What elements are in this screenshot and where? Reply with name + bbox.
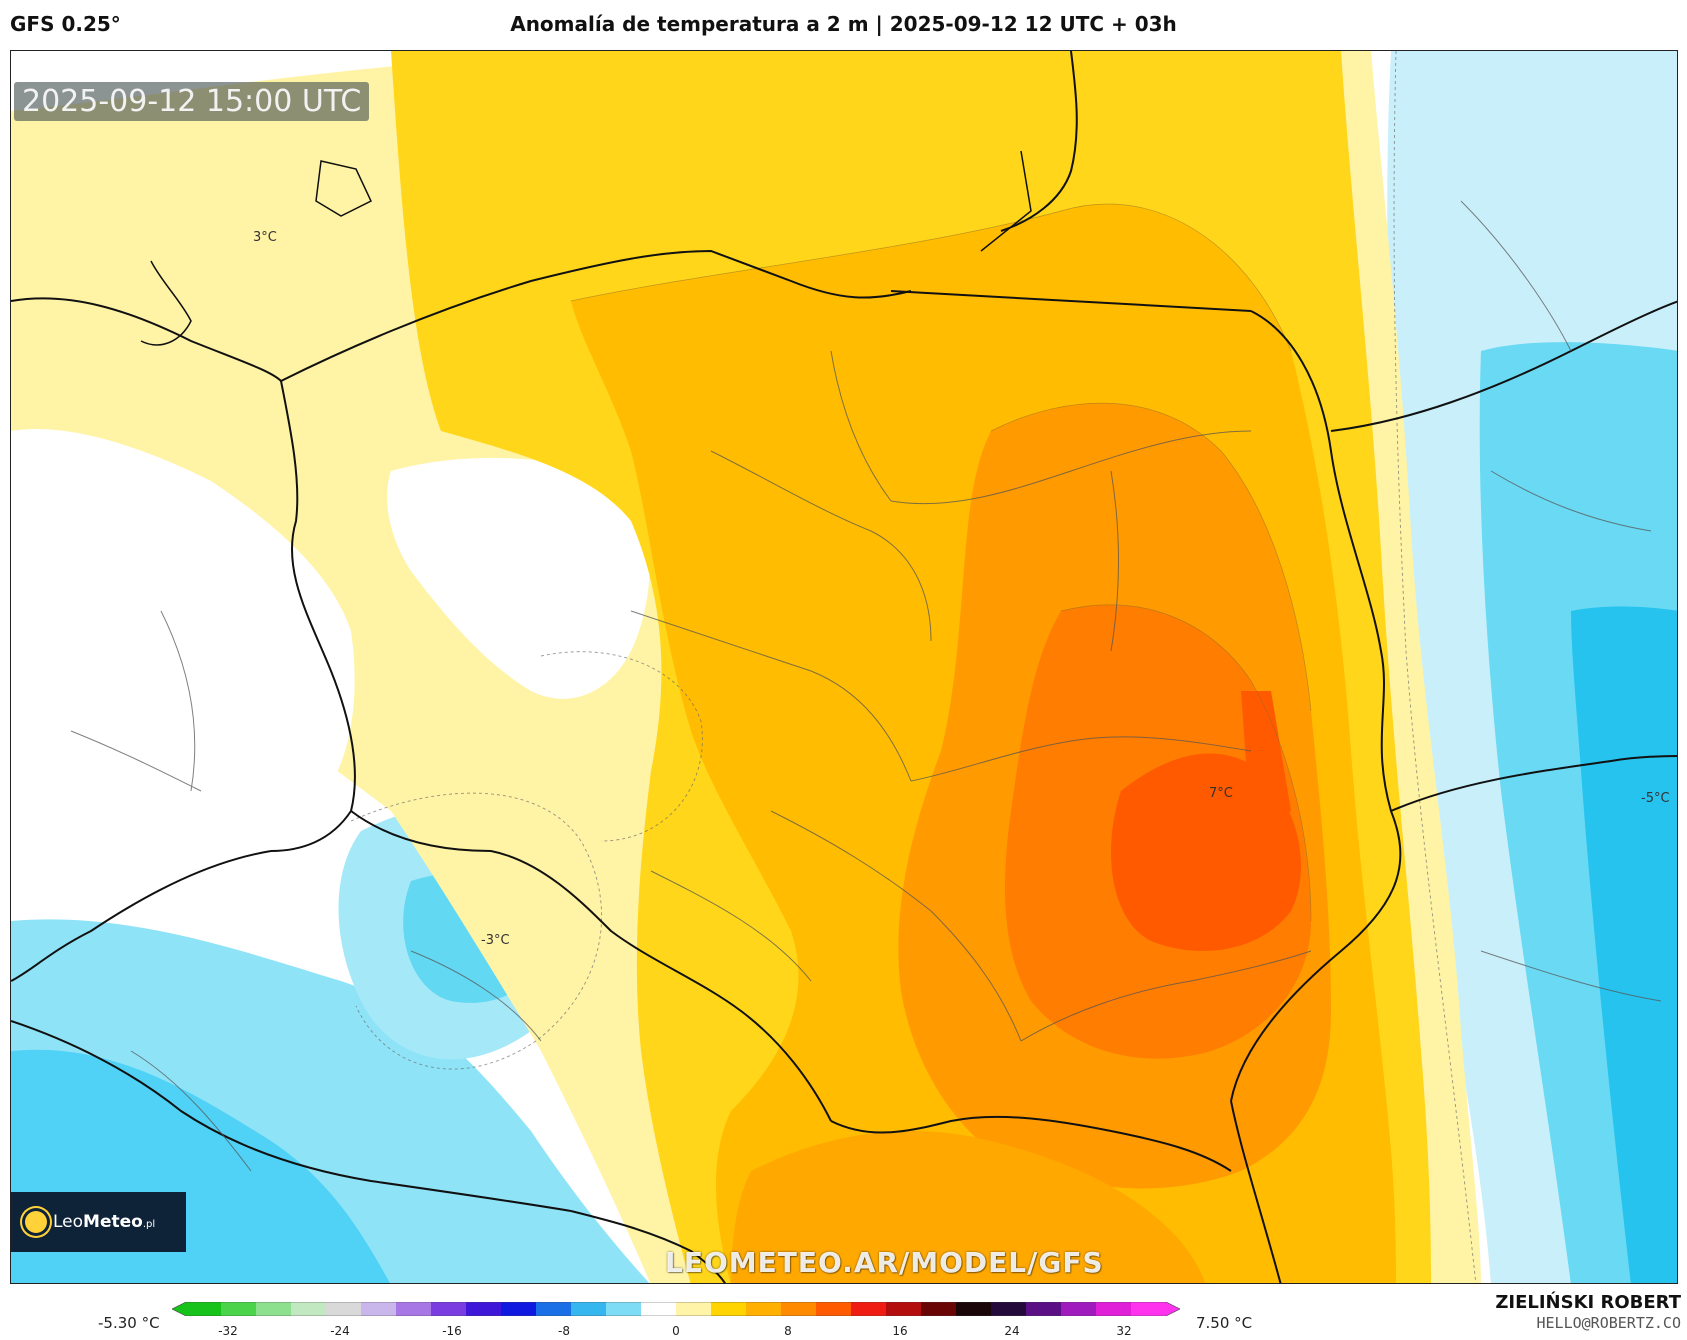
scale-cell — [641, 1302, 677, 1316]
scale-cell — [431, 1302, 467, 1316]
color-scale-ticks: -32 -24 -16 -8 0 8 16 24 32 — [172, 1324, 1180, 1340]
scale-cell — [361, 1302, 397, 1316]
logo-text-bold: Meteo — [83, 1212, 143, 1232]
scale-cell — [1131, 1302, 1167, 1316]
regional-borders — [70, 200, 1662, 1172]
scale-cell — [781, 1302, 817, 1316]
scale-cell — [606, 1302, 642, 1316]
label-minus5c-ukraine: -5°C — [1641, 791, 1670, 806]
warm-zone-south-band — [731, 1131, 1206, 1283]
scale-cell — [186, 1302, 222, 1316]
label-minus3c-czech: -3°C — [481, 933, 510, 948]
scale-tick-label: 16 — [892, 1324, 908, 1338]
scale-tick-label: 24 — [1004, 1324, 1020, 1338]
scale-cell — [711, 1302, 747, 1316]
scale-cell — [501, 1302, 537, 1316]
scale-cell — [466, 1302, 502, 1316]
scale-tick-label: 32 — [1116, 1324, 1132, 1338]
scale-cell — [816, 1302, 852, 1316]
scale-cell — [256, 1302, 292, 1316]
neutral-zone-west — [11, 429, 355, 845]
neutral-zone-center — [387, 457, 650, 699]
positive-contours — [570, 203, 1312, 922]
color-scale-bar — [172, 1302, 1180, 1316]
scale-tick-label: -16 — [442, 1324, 462, 1338]
label-7c-east: 7°C — [1209, 786, 1233, 801]
warm-zone-core-tip — [1241, 691, 1291, 831]
author-name: ZIELIŃSKI ROBERT — [1495, 1292, 1681, 1313]
scale-cell — [396, 1302, 432, 1316]
leometeo-logo: LeoMeteo.pl — [11, 1192, 186, 1252]
scale-tick-label: -8 — [558, 1324, 570, 1338]
scale-cap-right — [1166, 1302, 1180, 1316]
temperature-anomaly-map: 3°C 7°C -3°C -5°C — [11, 51, 1677, 1283]
scale-cell — [1026, 1302, 1062, 1316]
logo-suffix: .pl — [142, 1219, 156, 1230]
scale-cell — [1096, 1302, 1132, 1316]
legend-min-value: -5.30 °C — [98, 1314, 160, 1332]
negative-contours — [350, 51, 1477, 1283]
valid-time-badge: 2025-09-12 15:00 UTC — [14, 82, 370, 121]
scale-tick-label: 8 — [784, 1324, 792, 1338]
source-watermark: LEOMETEO.AR/MODEL/GFS — [665, 1246, 1104, 1279]
scale-tick-label: 0 — [672, 1324, 680, 1338]
map-canvas: 3°C 7°C -3°C -5°C — [10, 50, 1678, 1284]
scale-tick-label: -32 — [218, 1324, 238, 1338]
country-borders — [11, 51, 1677, 1283]
scale-cell — [886, 1302, 922, 1316]
scale-cell — [991, 1302, 1027, 1316]
scale-cell — [1061, 1302, 1097, 1316]
scale-cell — [746, 1302, 782, 1316]
sun-icon — [25, 1211, 47, 1233]
scale-cell — [326, 1302, 362, 1316]
logo-text-light: Leo — [53, 1212, 84, 1232]
author-email: HELLO@ROBERTZ.CO — [1536, 1314, 1682, 1332]
coastline-islands — [140, 150, 1032, 346]
scale-cell — [291, 1302, 327, 1316]
scale-cell — [956, 1302, 992, 1316]
scale-cell — [921, 1302, 957, 1316]
legend-max-value: 7.50 °C — [1196, 1314, 1253, 1332]
scale-cell — [571, 1302, 607, 1316]
scale-cap-left — [172, 1302, 186, 1316]
scale-tick-label: -24 — [330, 1324, 350, 1338]
logo-text: LeoMeteo.pl — [53, 1212, 155, 1232]
scale-cell — [221, 1302, 257, 1316]
scale-cell — [676, 1302, 712, 1316]
label-3c-north: 3°C — [253, 230, 277, 245]
color-scale-cells — [172, 1302, 1180, 1316]
scale-cell — [851, 1302, 887, 1316]
cold-zone-east-deep — [1571, 606, 1677, 1283]
scale-cell — [536, 1302, 572, 1316]
model-label: GFS 0.25° — [10, 12, 121, 36]
map-title: Anomalía de temperatura a 2 m | 2025-09-… — [510, 12, 1177, 36]
